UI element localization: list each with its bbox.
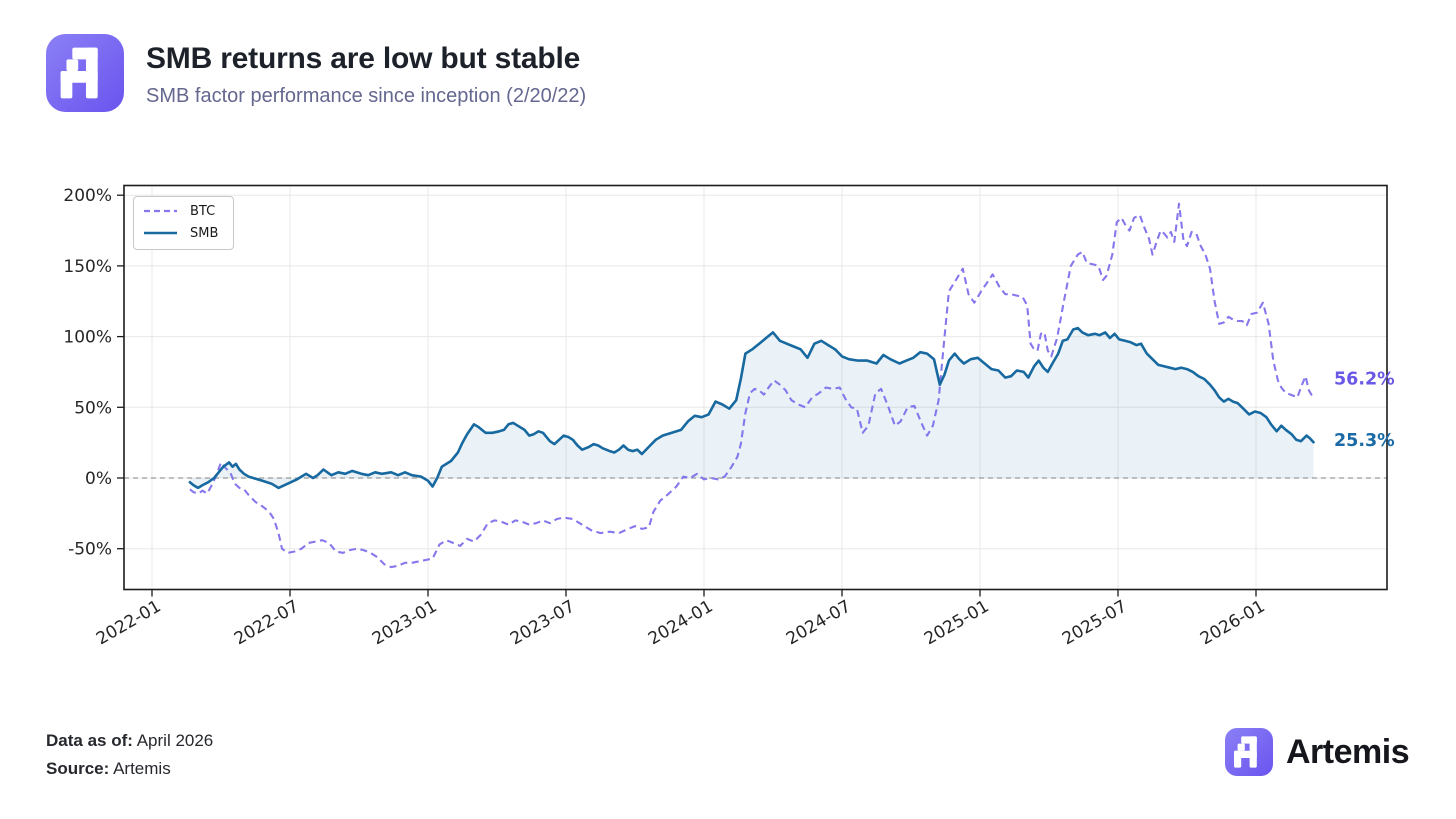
btc-dashed-swatch-icon bbox=[144, 209, 177, 213]
page-subtitle: SMB factor performance since inception (… bbox=[146, 85, 587, 107]
legend-label-smb: SMB bbox=[190, 225, 219, 241]
svg-text:200%: 200% bbox=[63, 186, 112, 206]
source-value: Artemis bbox=[109, 759, 171, 778]
svg-text:0%: 0% bbox=[85, 469, 112, 489]
source-line: Source: Artemis bbox=[46, 755, 213, 783]
data-as-of-label: Data as of: bbox=[46, 731, 133, 750]
svg-text:2023-07: 2023-07 bbox=[507, 597, 579, 650]
header: SMB returns are low but stable SMB facto… bbox=[46, 34, 586, 112]
artemis-logo-small-icon bbox=[1225, 728, 1273, 776]
svg-text:25.3%: 25.3% bbox=[1334, 431, 1395, 451]
legend-item-smb: SMB bbox=[144, 225, 218, 241]
svg-text:100%: 100% bbox=[63, 328, 112, 348]
svg-text:-50%: -50% bbox=[68, 540, 112, 560]
artemis-logo-icon bbox=[46, 34, 124, 112]
svg-text:2022-01: 2022-01 bbox=[93, 597, 165, 650]
svg-text:2024-07: 2024-07 bbox=[783, 597, 855, 650]
svg-text:2023-01: 2023-01 bbox=[369, 597, 441, 650]
footer: Data as of: April 2026 Source: Artemis bbox=[46, 727, 213, 783]
legend-item-btc: BTC bbox=[144, 203, 218, 219]
brand-wordmark: Artemis bbox=[1286, 732, 1410, 771]
svg-text:2024-01: 2024-01 bbox=[645, 597, 717, 650]
svg-text:50%: 50% bbox=[74, 398, 112, 418]
data-as-of-value: April 2026 bbox=[132, 731, 214, 750]
svg-text:2025-07: 2025-07 bbox=[1059, 597, 1131, 650]
svg-text:2026-01: 2026-01 bbox=[1197, 597, 1269, 650]
header-text: SMB returns are low but stable SMB facto… bbox=[146, 34, 586, 108]
legend-label-btc: BTC bbox=[190, 203, 216, 219]
page-title: SMB returns are low but stable bbox=[146, 42, 581, 75]
chart-legend: BTC SMB bbox=[133, 196, 235, 250]
svg-text:2025-01: 2025-01 bbox=[921, 597, 993, 650]
smb-solid-swatch-icon bbox=[144, 231, 177, 235]
svg-text:150%: 150% bbox=[63, 257, 112, 277]
svg-text:56.2%: 56.2% bbox=[1334, 370, 1395, 390]
brand-lockup: Artemis bbox=[1225, 728, 1410, 776]
svg-text:2022-07: 2022-07 bbox=[231, 597, 303, 650]
source-label: Source: bbox=[46, 759, 110, 778]
data-as-of-line: Data as of: April 2026 bbox=[46, 727, 213, 755]
